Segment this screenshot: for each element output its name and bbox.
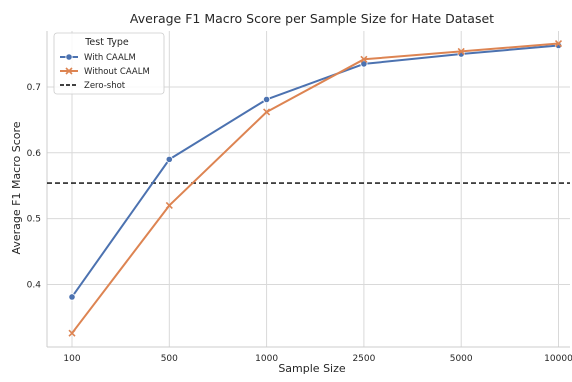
data-point [165, 201, 173, 210]
x-axis-ticks: 100 500 1000 2500 5000 10000 [63, 354, 572, 364]
legend-box [53, 32, 165, 95]
y-tick-label: 0.7 [27, 83, 41, 93]
legend-marker [65, 53, 73, 61]
x-tick-label: 1000 [255, 354, 278, 364]
legend-label: With CAALM [84, 53, 136, 63]
y-tick-label: 0.5 [27, 215, 41, 225]
marker-stroke [68, 329, 76, 337]
legend-item: Zero-shot [60, 81, 126, 91]
legend-title: Test Type [84, 37, 129, 48]
legend-marker [65, 67, 73, 75]
marker-stroke [263, 108, 271, 116]
legend-label: Zero-shot [84, 81, 126, 91]
x-tick-label: 10000 [544, 354, 572, 364]
marker-stroke [457, 47, 465, 55]
legend-item: With CAALM [60, 53, 136, 63]
data-point [68, 293, 76, 301]
series-layer [68, 39, 563, 337]
chart-title: Average F1 Macro Score per Sample Size f… [130, 11, 494, 26]
data-point [360, 60, 368, 68]
x-tick-label: 100 [63, 354, 80, 364]
data-point [68, 329, 76, 337]
marker-stroke [65, 67, 73, 75]
data-point [262, 95, 271, 104]
legend: Test Type With CAALM Without CAALM Zero-sh… [53, 32, 165, 95]
plot-frame [46, 31, 570, 348]
series-line-without-caalm [71, 42, 559, 334]
data-point [554, 39, 563, 48]
legend-label: Without CAALM [84, 67, 150, 77]
x-tick-label: 500 [161, 354, 178, 364]
y-tick-label: 0.6 [27, 149, 42, 159]
legend-items: With CAALM Without CAALM Zero-shot [60, 53, 150, 91]
gridlines [47, 31, 570, 347]
marker-stroke [554, 39, 563, 48]
y-axis-ticks: 0.4 0.5 0.6 0.7 [27, 83, 42, 291]
series-without-caalm [68, 39, 563, 337]
series-with-caalm [68, 41, 563, 301]
data-point [360, 55, 368, 63]
x-tick-label: 5000 [450, 354, 473, 364]
data-point [457, 47, 465, 55]
series-line-with-caalm [71, 44, 559, 298]
marker-stroke [165, 201, 173, 210]
x-axis-label: Sample Size [278, 362, 346, 375]
data-point [263, 108, 271, 116]
legend-item: Without CAALM [60, 67, 150, 77]
data-point [165, 155, 173, 163]
x-tick-label: 2500 [352, 354, 375, 364]
y-axis-label: Average F1 Macro Score [10, 121, 23, 254]
marker-stroke [360, 55, 368, 63]
y-tick-label: 0.4 [27, 280, 42, 290]
